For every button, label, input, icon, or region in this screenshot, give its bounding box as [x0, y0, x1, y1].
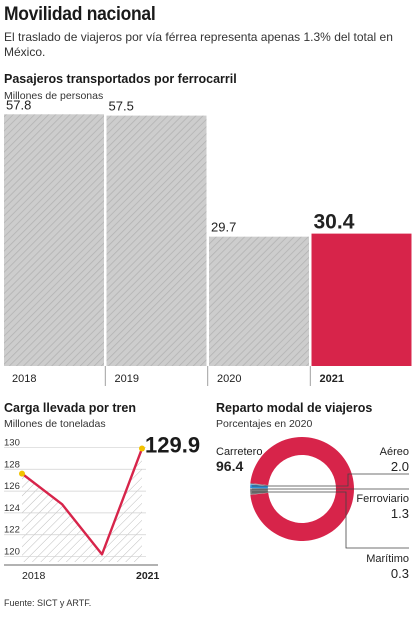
passengers-subtitle: Millones de personas [4, 90, 104, 102]
bar-category-label: 2020 [217, 373, 241, 385]
bar-value-label: 57.8 [6, 97, 31, 112]
donut-label-value: 1.3 [391, 506, 409, 521]
donut-label-value: 0.3 [391, 566, 409, 581]
cargo-series-line [21, 448, 144, 556]
donut-label-name: Ferroviario [356, 493, 409, 505]
passengers-title: Pasajeros transportados por ferrocarril [4, 72, 237, 86]
donut-label-value: 96.4 [216, 458, 243, 474]
donut-slice-carretero [250, 437, 354, 541]
cargo-line-chart: 120 122 124 126 128 130 129.9 2018 2021 [4, 433, 200, 582]
cargo-ytick-label: 122 [4, 525, 20, 536]
bar-value-label: 29.7 [211, 220, 236, 235]
source-note: Fuente: SICT y ARTF. [4, 598, 92, 608]
bar-category-label: 2019 [115, 373, 139, 385]
donut-label-name: Marítimo [366, 553, 409, 565]
bar-2018 [4, 114, 104, 367]
modal-subtitle: Porcentajes en 2020 [216, 418, 313, 430]
cargo-xlabel: 2018 [22, 570, 46, 582]
cargo-end-point [139, 445, 145, 452]
page-subtitle: El traslado de viajeros por vía férrea r… [4, 30, 393, 59]
page-title: Movilidad nacional [4, 4, 156, 25]
cargo-ytick-label: 120 [4, 547, 20, 558]
cargo-ytick-label: 126 [4, 481, 20, 492]
bar-value-label: 30.4 [314, 211, 355, 234]
bar-category-label: 2018 [12, 373, 36, 385]
donut-label-name: Carretero [216, 446, 262, 458]
cargo-start-point [19, 470, 25, 477]
modal-title: Reparto modal de viajeros [216, 401, 373, 415]
cargo-area [22, 448, 142, 562]
donut-label-value: 2.0 [391, 459, 409, 474]
cargo-subtitle: Millones de toneladas [4, 418, 106, 430]
cargo-title: Carga llevada por tren [4, 401, 136, 415]
bar-2019 [106, 115, 207, 366]
leader-line-aereo [252, 473, 409, 487]
passengers-bar-chart: 57.8 2018 57.5 2019 29.7 2020 30.4 2021 [4, 97, 412, 386]
bar-2020 [209, 236, 309, 366]
bar-value-label: 57.5 [109, 99, 134, 114]
cargo-xlabel: 2021 [136, 570, 160, 582]
cargo-end-label: 129.9 [145, 433, 200, 458]
bar-2021 [311, 233, 412, 366]
cargo-ytick-label: 130 [4, 437, 20, 448]
bar-category-label: 2021 [320, 373, 344, 385]
donut-label-name: Aéreo [380, 446, 409, 458]
leader-line-maritimo [252, 491, 409, 549]
cargo-ytick-label: 124 [4, 503, 20, 514]
cargo-ytick-label: 128 [4, 459, 20, 470]
